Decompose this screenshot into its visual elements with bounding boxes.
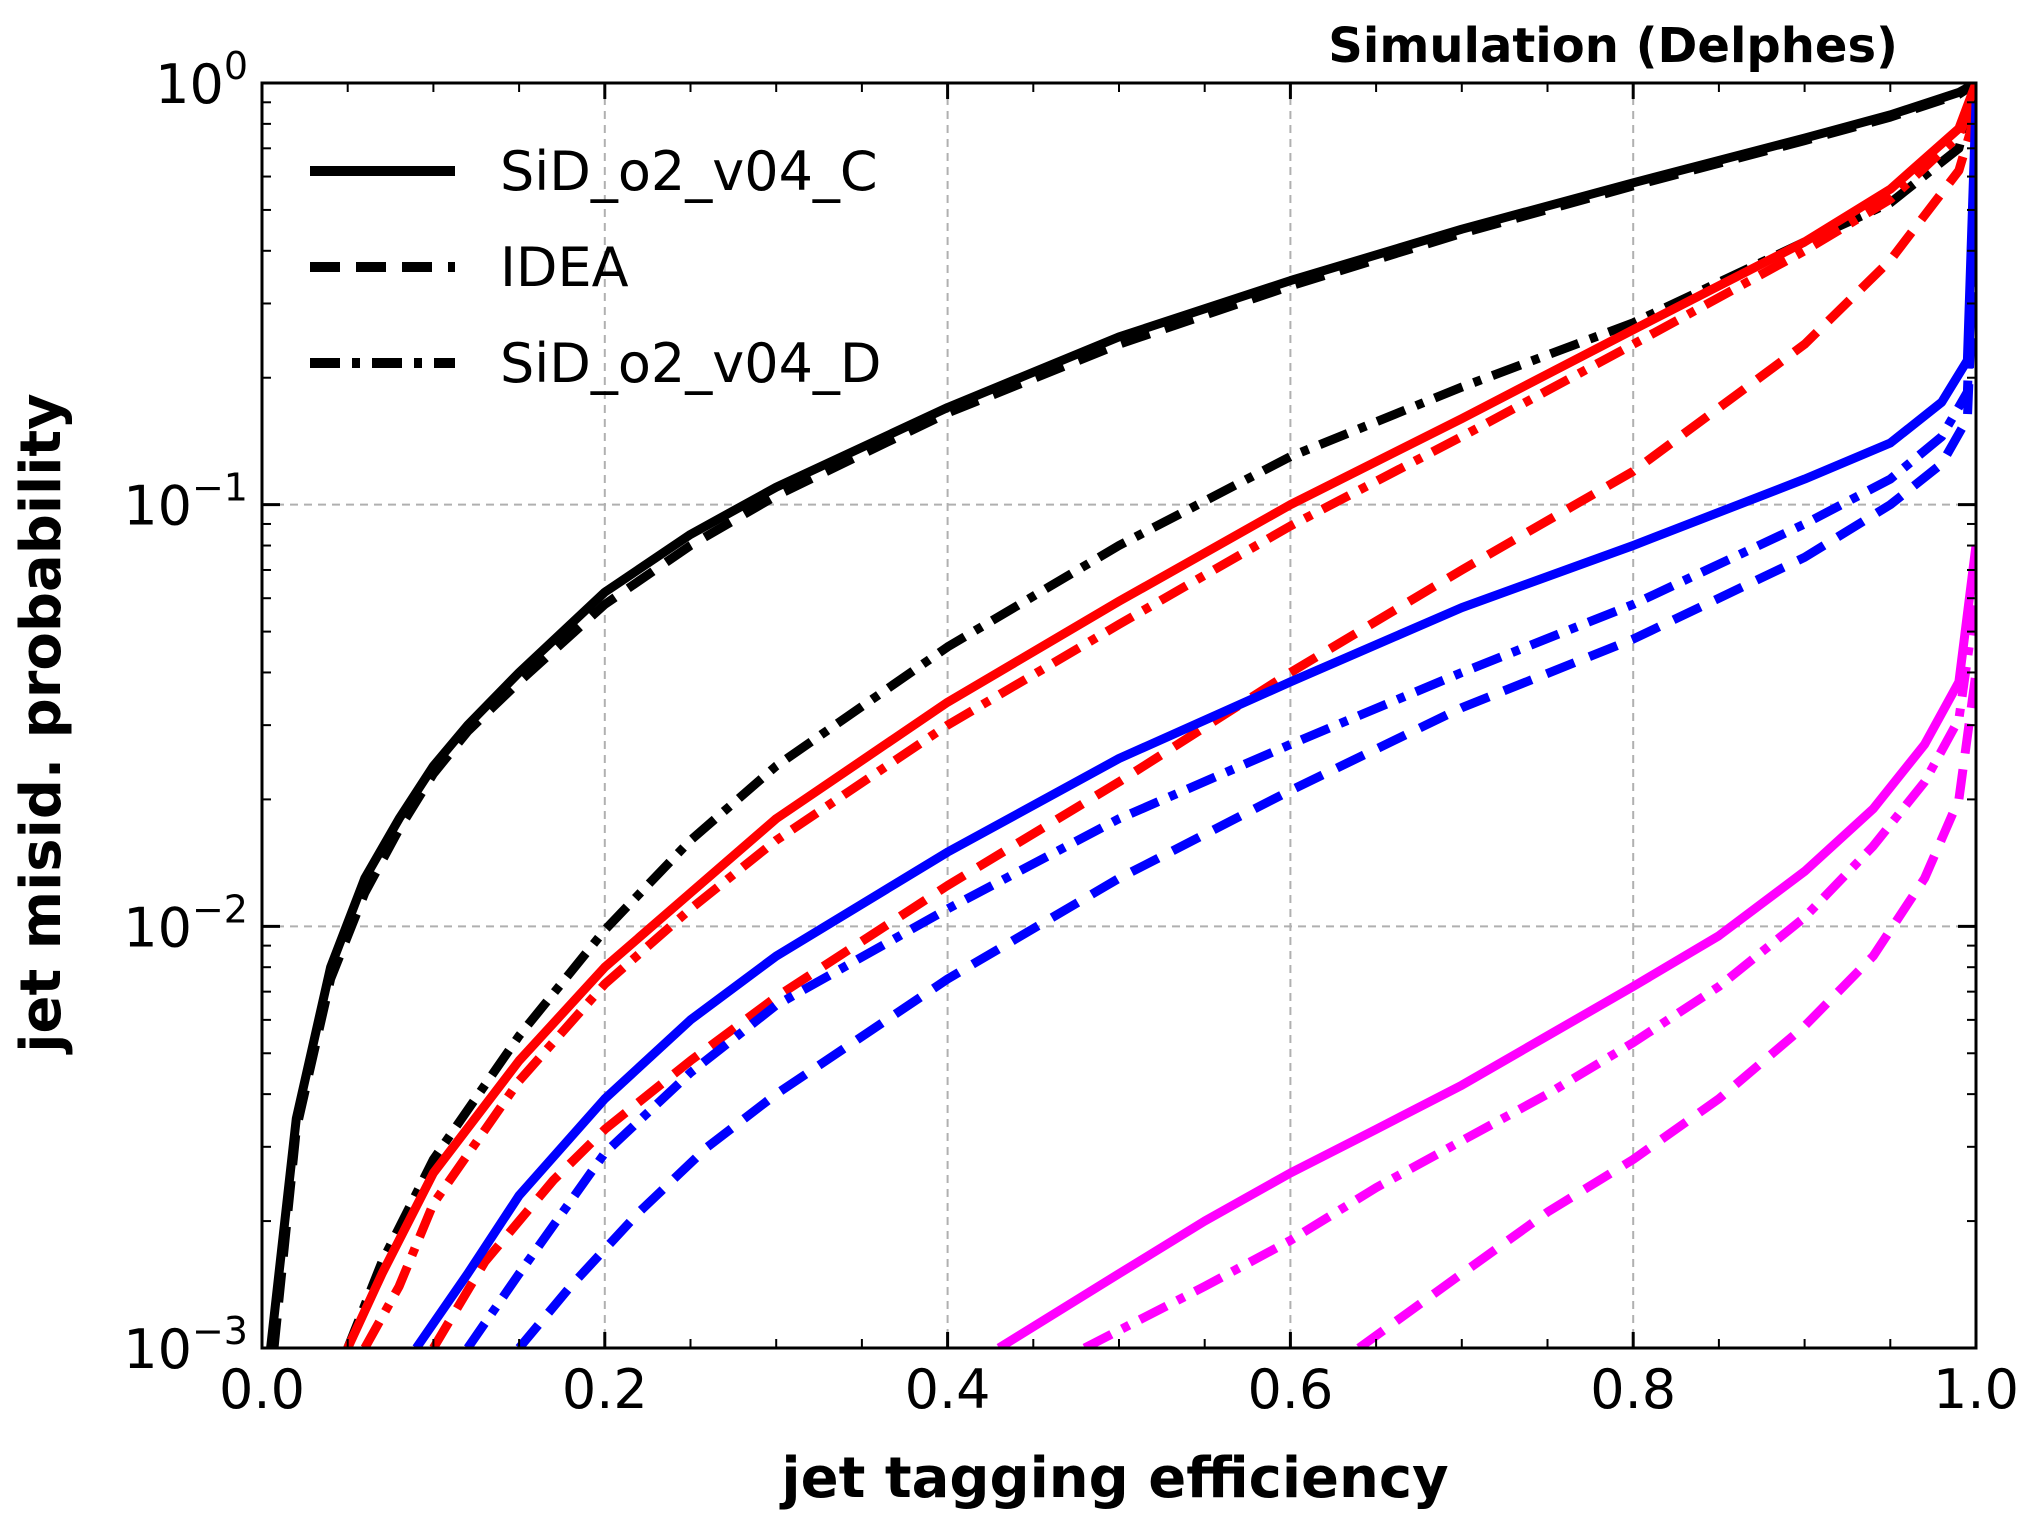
header-annotation: Simulation (Delphes)	[1328, 18, 1898, 74]
series-line-magenta-dashed	[1356, 671, 1976, 1348]
series-line-blue-dashed	[515, 209, 1976, 1348]
series-line-black-dashed	[269, 83, 1976, 1348]
series-line-blue-solid	[412, 102, 1976, 1348]
series-line-magenta-solid	[996, 544, 1976, 1348]
grid	[262, 83, 1976, 1348]
y-tick-label: 100	[155, 44, 248, 116]
series-line-magenta-dashdot	[1082, 597, 1976, 1348]
legend-label: SiD_o2_v04_D	[500, 332, 882, 395]
y-tick-label: 10−2	[123, 887, 248, 959]
x-axis-title: jet tagging efficiency	[779, 1446, 1448, 1511]
series-line-black-dashdot	[343, 83, 1976, 1348]
series-line-red-solid	[343, 83, 1976, 1348]
series-line-red-dashdot	[360, 90, 1976, 1348]
x-tick-label: 0.8	[1590, 1358, 1676, 1421]
series-group	[266, 83, 1976, 1348]
x-tick-label: 0.4	[905, 1358, 991, 1421]
y-axis-title: jet misid. probability	[9, 393, 74, 1054]
legend-label: SiD_o2_v04_C	[500, 140, 878, 203]
series-line-blue-dashdot	[463, 176, 1976, 1348]
x-tick-label: 0.0	[219, 1358, 305, 1421]
x-tick-label: 1.0	[1933, 1358, 2019, 1421]
y-tick-label: 10−3	[123, 1309, 248, 1381]
legend-label: IDEA	[500, 236, 629, 299]
legend: SiD_o2_v04_C IDEA SiD_o2_v04_D	[310, 140, 882, 395]
x-tick-label: 0.6	[1247, 1358, 1333, 1421]
x-tick-label: 0.2	[562, 1358, 648, 1421]
y-tick-label: 10−1	[123, 466, 248, 538]
series-line-red-dashed	[429, 111, 1976, 1348]
ticks: 0.0 0.2 0.4 0.6 0.8 1.0 100 10−1 10−2 10−3	[123, 44, 2019, 1421]
series-line-black-solid	[266, 83, 1976, 1348]
